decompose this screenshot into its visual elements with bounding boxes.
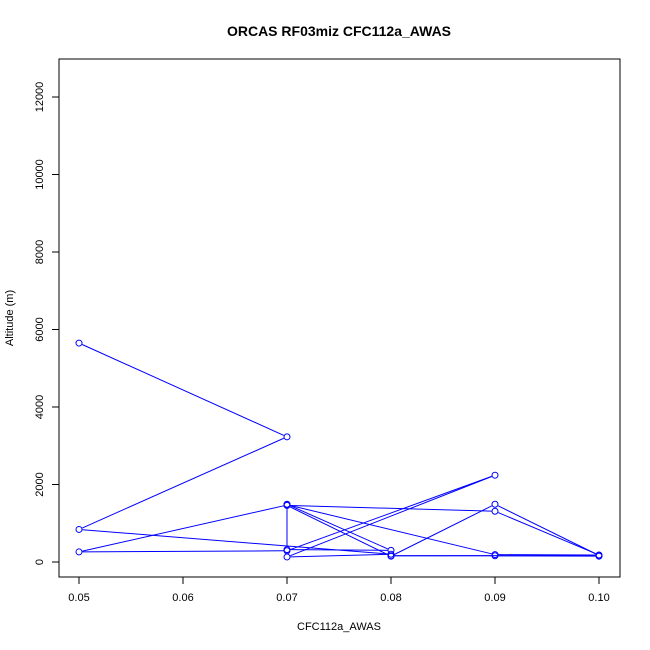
y-axis-label: Altitude (m): [4, 290, 16, 346]
series-segment: [393, 505, 493, 556]
series-segment: [289, 506, 389, 556]
data-point: [283, 501, 291, 509]
y-tick-label: 4000: [34, 395, 46, 419]
series-segment: [497, 505, 597, 555]
y-tick-label: 2000: [34, 472, 46, 496]
x-axis-label: CFC112a_AWAS: [297, 621, 381, 633]
data-point: [75, 525, 83, 533]
y-tick-label: 6000: [34, 317, 46, 341]
series-segment: [290, 549, 388, 551]
x-tick-label: 0.08: [380, 592, 401, 604]
plot-frame: [58, 58, 621, 578]
series-segment: [290, 505, 492, 512]
data-point: [283, 553, 291, 561]
series-segment: [290, 476, 492, 557]
data-point: [283, 546, 291, 554]
series-segment: [290, 553, 388, 558]
x-tick-label: 0.07: [276, 592, 297, 604]
data-point: [75, 548, 83, 556]
data-point: [491, 552, 499, 560]
x-tick-label: 0.05: [68, 592, 89, 604]
y-tick-label: 12000: [34, 82, 46, 113]
series-layer: [75, 339, 603, 561]
y-tick-label: 0: [34, 559, 46, 565]
series-segment: [289, 505, 389, 550]
data-point: [491, 471, 499, 479]
series-segment: [82, 550, 284, 553]
x-axis: 0.05 0.06 0.07 0.08 0.09 0.10: [68, 576, 610, 604]
x-tick-label: 0.09: [484, 592, 505, 604]
series-segment: [290, 504, 492, 555]
data-point: [387, 552, 395, 560]
y-axis: 0 2000 4000 6000 8000 10000 12000: [34, 82, 60, 565]
data-point: [491, 507, 499, 515]
x-tick-label: 0.10: [588, 592, 609, 604]
data-point: [283, 433, 291, 441]
chart-title: ORCAS RF03miz CFC112a_AWAS: [227, 23, 451, 39]
series-segment: [81, 344, 285, 436]
series-segment: [290, 475, 492, 551]
x-tick-label: 0.06: [172, 592, 193, 604]
y-tick-label: 10000: [34, 159, 46, 190]
y-tick-label: 8000: [34, 240, 46, 264]
series-segment: [498, 512, 596, 555]
data-point: [491, 500, 499, 508]
series-segment: [82, 505, 284, 552]
data-point: [595, 552, 603, 560]
data-point: [75, 339, 83, 347]
series-segment: [81, 437, 285, 529]
